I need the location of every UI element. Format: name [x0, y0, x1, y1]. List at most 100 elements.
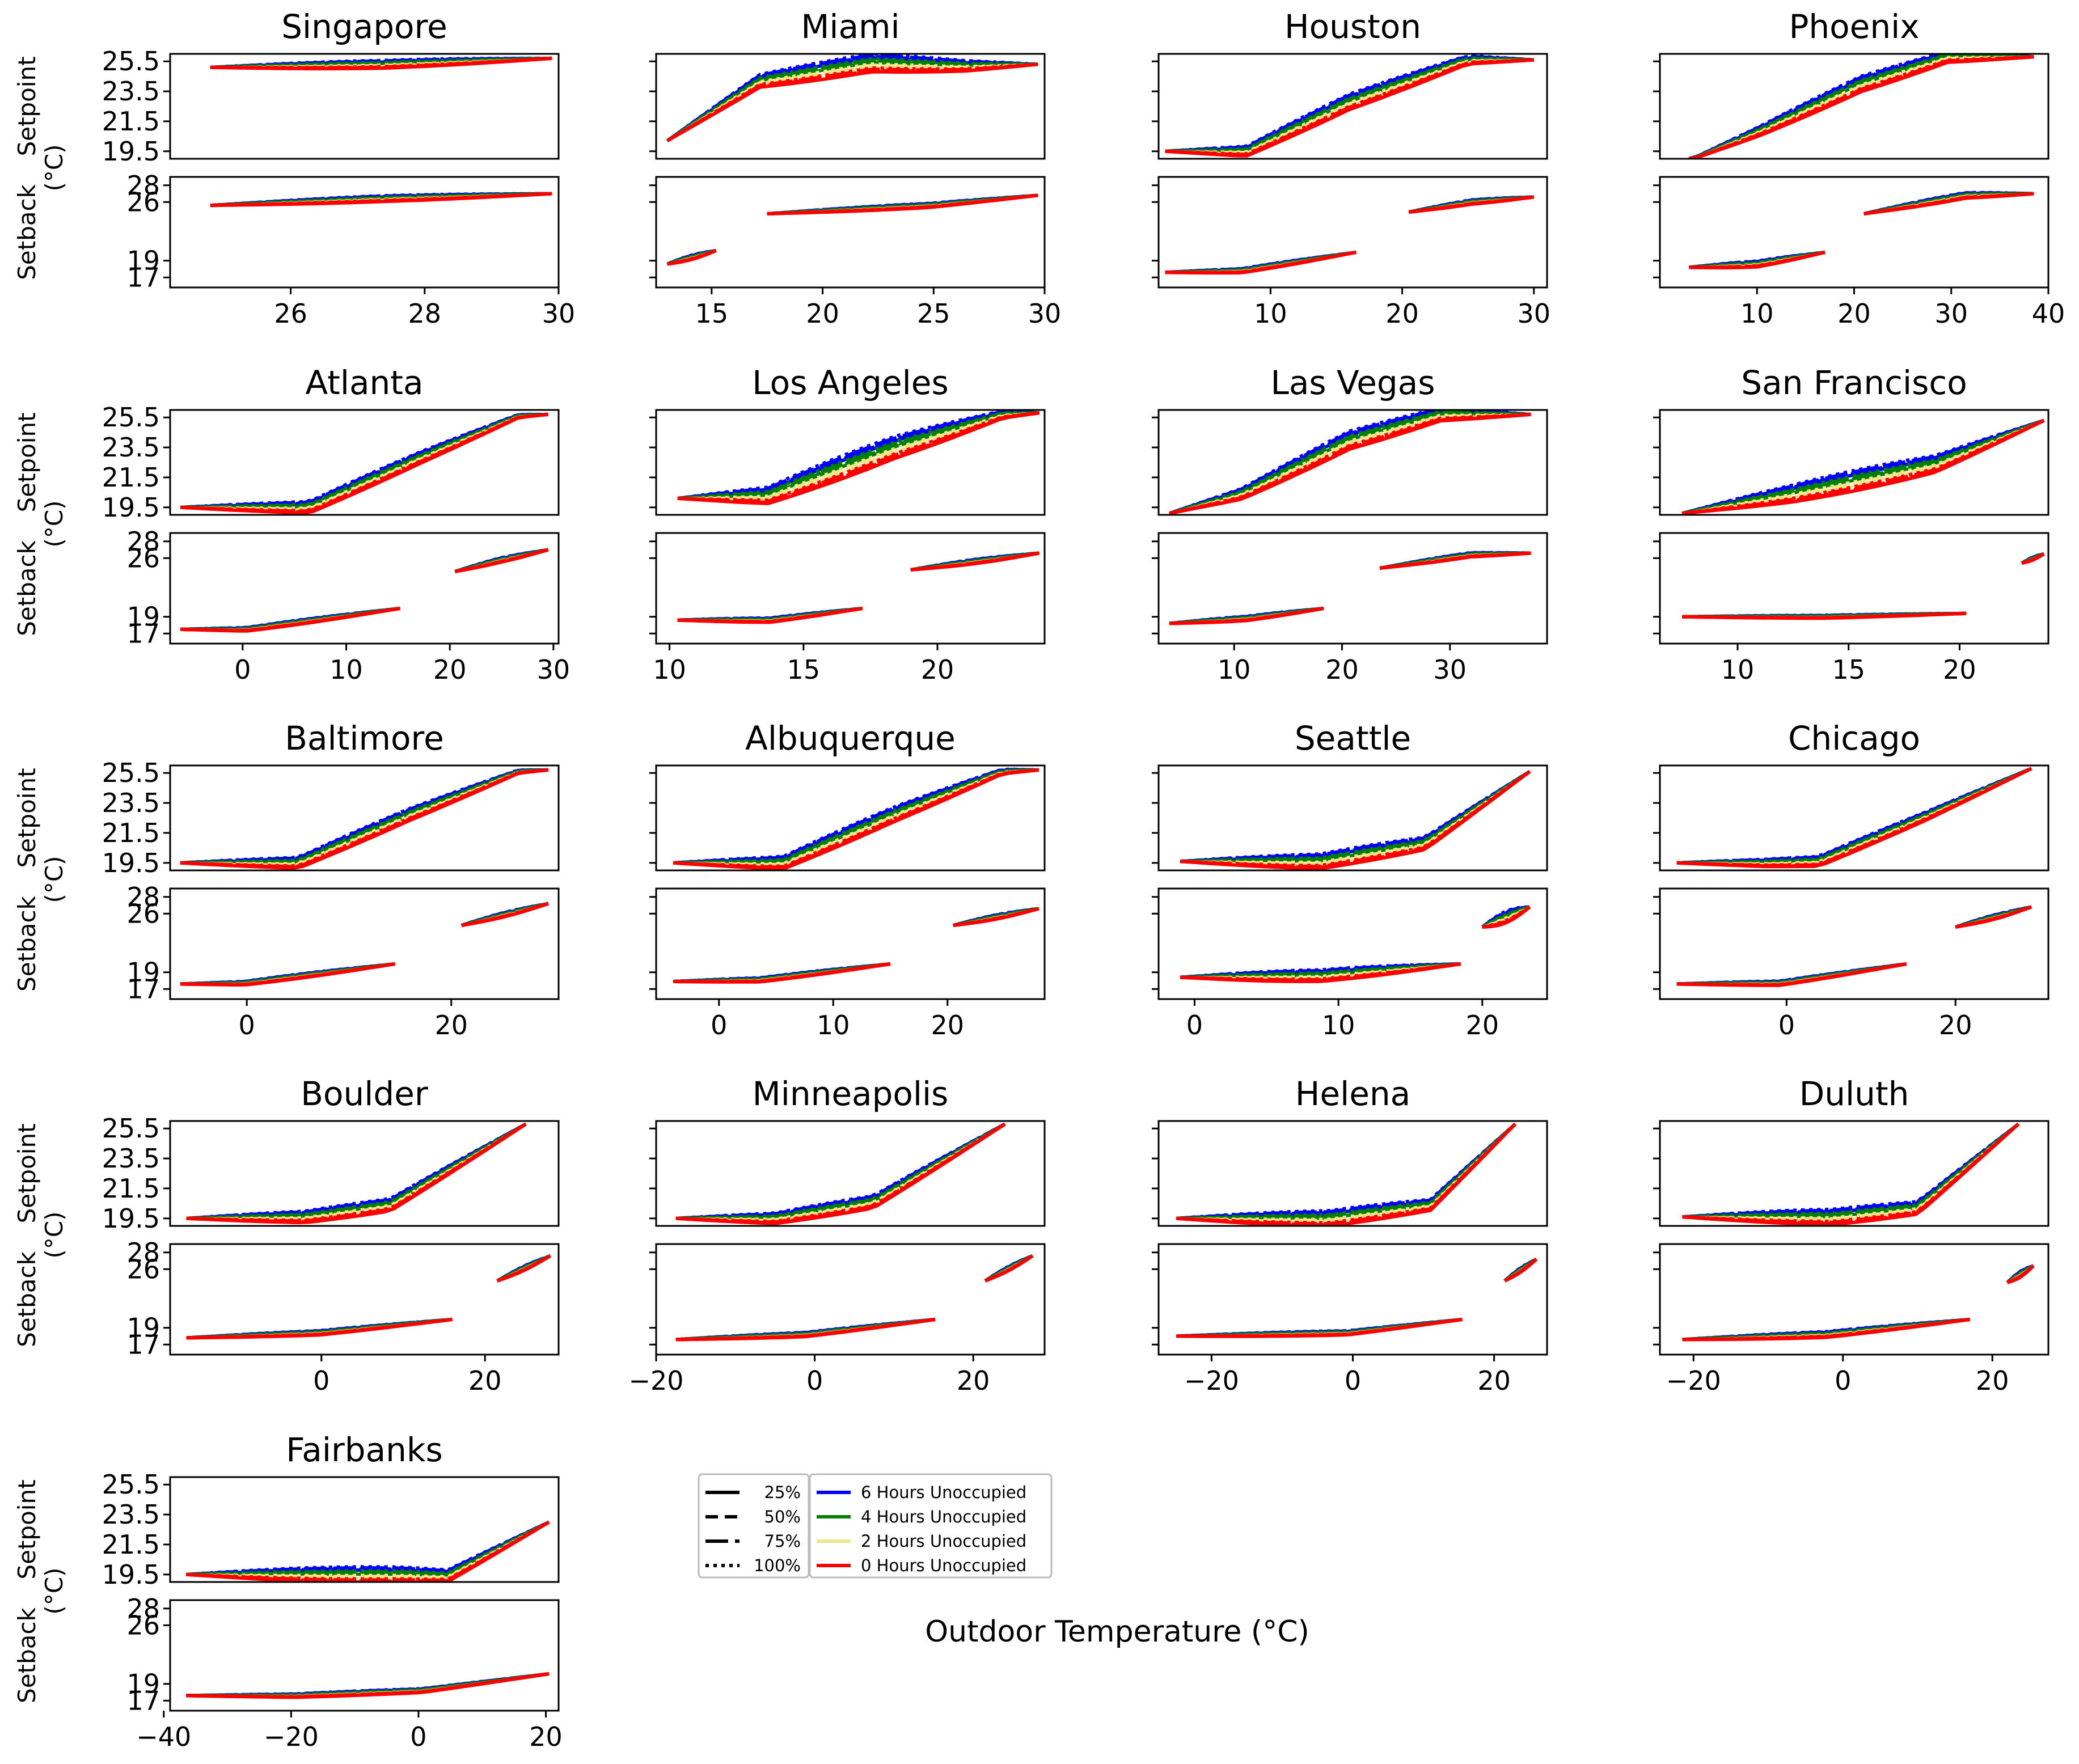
x-tick-label: 20 [1837, 298, 1871, 329]
panel-helena: Helena −20 0 20 [1152, 1075, 1548, 1396]
x-tick-label: −20 [1666, 1365, 1721, 1396]
setback-lines [1165, 195, 1535, 275]
x-tick-label: 15 [1832, 654, 1865, 685]
setpoint-axes [1659, 409, 2050, 516]
setpoint-line-6-hours-unoccupied-100pct [1169, 410, 1531, 515]
panels-grid: Singapore25.523.521.519.528261917Setpoin… [13, 7, 2065, 1752]
x-tick-label: 10 [1740, 298, 1774, 329]
y-tick-label: 26 [126, 1254, 160, 1284]
x-tick-label: 20 [1976, 1365, 2009, 1396]
setpoint-axes [1659, 53, 2050, 160]
setback-line-0-hours-unoccupied-100pct [767, 193, 1038, 215]
x-tick-label: 15 [787, 654, 821, 685]
y-tick-label: 21.5 [102, 462, 160, 493]
x-tick-label: 20 [1939, 1010, 1972, 1040]
panel-title: Chicago [1788, 719, 1920, 758]
setpoint-row-label: Setpoint [13, 768, 41, 868]
setpoint-line-0-hours-unoccupied-100pct [1180, 770, 1531, 868]
setback-axes [1659, 887, 2050, 1000]
setback-line-0-hours-unoccupied-100pct [461, 902, 549, 927]
setpoint-line-0-hours-unoccupied-100pct [1176, 1123, 1517, 1225]
y-tick-label: 28 [126, 526, 160, 557]
setpoint-line-6-hours-unoccupied-75pct [185, 1520, 550, 1576]
setback-line-0-hours-unoccupied-75pct [186, 1318, 453, 1340]
setpoint-line-6-hours-unoccupied-25pct [186, 1122, 527, 1220]
setpoint-line-0-hours-unoccupied-25pct [673, 768, 1040, 870]
setback-line-0-hours-unoccupied-75pct [673, 962, 891, 984]
unit-label: (°C) [40, 144, 68, 191]
y-tick-label: 26 [126, 1610, 160, 1640]
setback-lines [210, 192, 552, 208]
setpoint-line-4-hours-unoccupied-75pct [1169, 411, 1531, 515]
y-tick-label: 19.5 [102, 848, 160, 878]
x-tick-label: 10 [1254, 298, 1287, 329]
x-tick-label: 40 [2032, 298, 2065, 329]
y-tick-label: 19.5 [102, 1203, 160, 1234]
setpoint-line-2-hours-unoccupied-100pct [1169, 413, 1531, 515]
setpoint-line-2-hours-unoccupied-25pct [673, 768, 1040, 867]
setpoint-line-2-hours-unoccupied-75pct [1688, 56, 2034, 159]
setback-line-0-hours-unoccupied-100pct [1955, 905, 2032, 929]
setback-line-0-hours-unoccupied-75pct [1180, 962, 1461, 982]
legend-series-label: 6 Hours Unoccupied [861, 1483, 1026, 1502]
x-tick-label: 20 [1325, 654, 1359, 685]
panel-title: Miami [801, 7, 899, 46]
setpoint-row-label: Setpoint [13, 56, 41, 156]
setback-axes [1157, 532, 1548, 645]
setpoint-line-4-hours-unoccupied-75pct [673, 768, 1039, 865]
setpoint-line-4-hours-unoccupied-100pct [675, 1122, 1006, 1220]
setpoint-line-0-hours-unoccupied-75pct [673, 768, 1040, 869]
setback-line-0-hours-unoccupied-100pct [1176, 1318, 1463, 1338]
setback-line-0-hours-unoccupied-75pct [461, 902, 549, 927]
x-tick-label: 10 [1218, 654, 1251, 685]
y-tick-label: 23.5 [102, 432, 160, 463]
x-tick-label: 26 [274, 298, 307, 329]
panel-las-vegas: Las Vegas 10 20 30 [1152, 363, 1548, 685]
setpoint-row-label: Setpoint [13, 1123, 41, 1223]
x-tick-label: 0 [806, 1365, 823, 1396]
y-tick-label: 23.5 [102, 788, 160, 818]
x-tick-label: 28 [408, 298, 442, 329]
setpoint-line-4-hours-unoccupied-75pct [186, 1520, 550, 1576]
setpoint-lines [1681, 418, 2045, 515]
legend-series-label: 4 Hours Unoccupied [861, 1507, 1026, 1526]
setpoint-line-0-hours-unoccupied-100pct [673, 768, 1040, 868]
legend-style-label: 25% [764, 1483, 801, 1502]
setback-lines [1682, 552, 2045, 620]
panel-title: Houston [1284, 7, 1421, 46]
panel-seattle: Seattle 0 10 20 [1152, 719, 1548, 1040]
setpoint-axes [1157, 53, 1548, 160]
setpoint-axes [169, 1476, 560, 1583]
setback-line-0-hours-unoccupied-75pct [2021, 552, 2045, 565]
setback-line-0-hours-unoccupied-75pct [1689, 251, 1826, 269]
setback-row-label: Setback [13, 1607, 41, 1703]
setpoint-lines [1180, 770, 1531, 870]
setback-line-0-hours-unoccupied-100pct [1169, 607, 1324, 625]
setpoint-line-4-hours-unoccupied-100pct [186, 1122, 527, 1220]
setpoint-axes [169, 53, 560, 160]
setback-lines [1676, 905, 2032, 987]
setback-line-0-hours-unoccupied-100pct [186, 1672, 550, 1699]
panel-title: Phoenix [1789, 7, 1919, 46]
setback-axes [169, 887, 560, 1000]
x-tick-label: 30 [1433, 654, 1467, 685]
setback-axes [655, 887, 1046, 1000]
x-tick-label: −20 [264, 1721, 319, 1752]
setpoint-line-6-hours-unoccupied-50pct [186, 1122, 527, 1220]
x-tick-label: 0 [234, 654, 251, 685]
setpoint-line-6-hours-unoccupied-100pct [1682, 1122, 2020, 1219]
legend-style-label: 100% [754, 1556, 801, 1575]
y-tick-label: 25.5 [102, 46, 160, 77]
setback-line-0-hours-unoccupied-100pct [667, 249, 717, 266]
setback-line-4-hours-unoccupied-75pct [1180, 962, 1461, 979]
x-tick-label: −20 [1184, 1365, 1239, 1396]
setpoint-line-2-hours-unoccupied-100pct [666, 62, 1038, 142]
setback-lines [180, 902, 549, 987]
setpoint-line-0-hours-unoccupied-100pct [1682, 1123, 2020, 1223]
y-tick-label: 17 [126, 1685, 160, 1716]
setback-axes [1157, 887, 1548, 1000]
setpoint-line-2-hours-unoccupied-50pct [666, 63, 1038, 142]
panel-albuquerque: Albuquerque 0 10 20 [649, 719, 1046, 1040]
setback-lines [1682, 1264, 2035, 1342]
